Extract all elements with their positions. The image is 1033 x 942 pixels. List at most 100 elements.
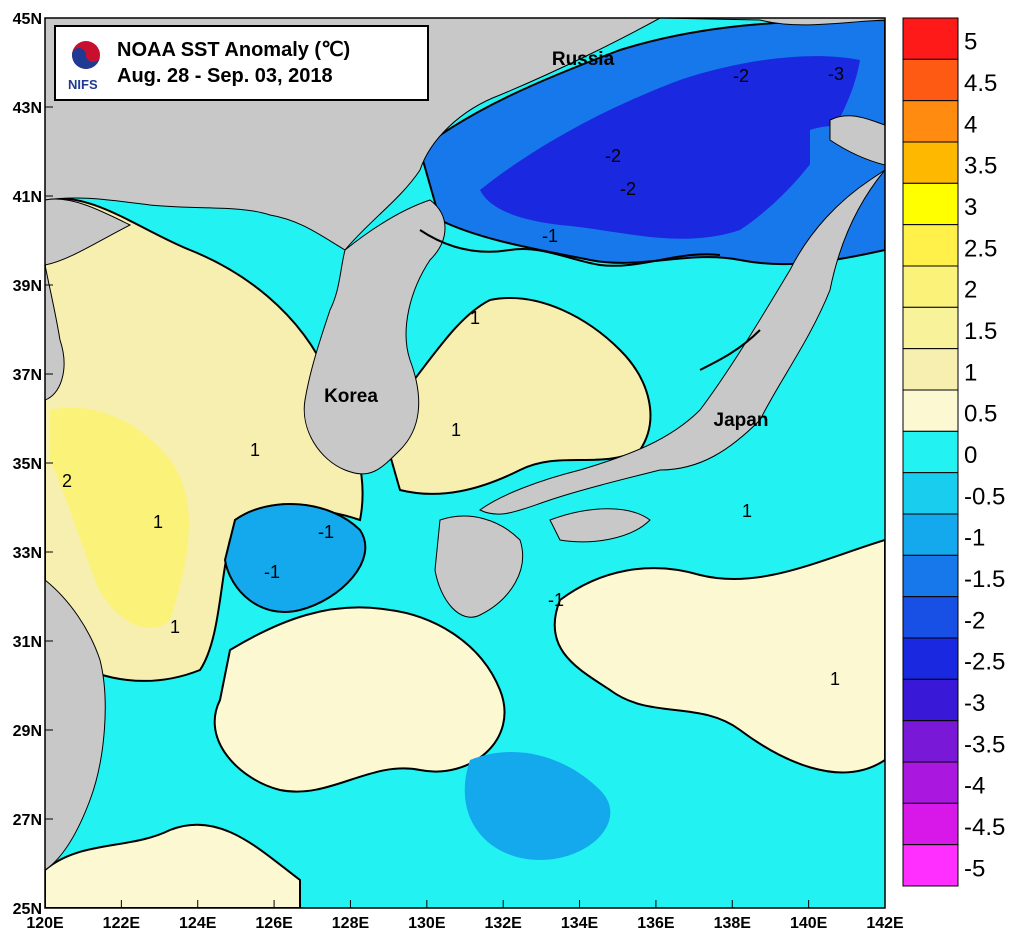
nifs-logo: NIFS [66,37,106,95]
colorbar-label: -4.5 [964,814,1005,841]
colorbar-swatch [902,58,959,102]
anomaly-region-cool-south [464,751,611,860]
colorbar-label: -0.5 [964,483,1005,510]
y-tick-label: 41N [13,189,42,206]
x-tick-label: 124E [179,915,217,932]
colorbar-swatch [902,554,959,598]
colorbar-label: 5 [964,29,977,56]
colorbar-swatch [902,761,959,804]
land-liaodong [45,198,132,266]
colorbar-swatch [902,844,959,887]
colorbar: 5 4.5 4 3.5 3 2.5 2 1.5 1 0.5 0 -0.5 -1 -1.5 -2 -2.5 -3 -… [902,17,1005,887]
contour-label: -1 [264,562,280,582]
x-tick-label: 136E [637,915,675,932]
colorbar-label: 1 [964,359,977,386]
colorbar-swatch [902,513,959,556]
colorbar-label: -2.5 [964,649,1005,676]
anomaly-region-warm-south-east [553,538,885,774]
contour-label: 2 [62,471,72,491]
y-tick-label: 35N [13,456,42,473]
x-tick-label: 128E [332,915,370,932]
colorbar-swatch [902,389,959,432]
x-tick-label: 130E [408,915,446,932]
land-japan-honshu [479,169,885,515]
contour-label: 1 [250,440,260,460]
anomaly-region-warm-core [50,407,189,628]
x-tick-label: 120E [26,915,64,932]
colorbar-label: 2 [964,277,977,304]
x-tick-label: 138E [714,915,752,932]
place-label-russia: Russia [552,49,615,70]
colorbar-swatch [902,100,959,143]
colorbar-swatch [902,678,959,722]
contour-label: -1 [542,226,558,246]
contour-label: -1 [318,522,334,542]
contour-label: -2 [733,66,749,86]
title-box: NIFS NOAA SST Anomaly (℃) Aug. 28 - Sep.… [54,25,429,101]
colorbar-label: 1.5 [964,318,997,345]
x-tick-label: 132E [484,915,522,932]
colorbar-swatch [902,637,959,680]
anomaly-region-warm-central [213,606,506,793]
x-tick-label: 140E [790,915,828,932]
x-tick-label: 142E [866,915,904,932]
y-tick-label: 25N [13,901,42,918]
land-japan-kyushu [434,515,524,618]
contour-label: -2 [620,179,636,199]
anomaly-region-very-cold [480,56,860,239]
colorbar-label: -1.5 [964,566,1005,593]
colorbar-swatch [902,17,959,60]
x-tick-label: 134E [561,915,599,932]
colorbar-label: 0 [964,442,977,469]
anomaly-region-warm-east-sea [378,297,652,495]
land-korea [303,199,446,475]
colorbar-swatch [902,596,959,639]
colorbar-label: -3 [964,690,985,717]
contour-label: 1 [742,501,752,521]
contour-label: 1 [153,512,163,532]
colorbar-swatch [902,182,959,226]
colorbar-swatch [902,141,959,184]
colorbar-label: -1 [964,525,985,552]
x-axis: 120E 122E 124E 126E 128E 130E 132E 134E 136E 138E… [26,900,904,932]
colorbar-swatch [902,720,959,763]
colorbar-swatch [902,472,959,515]
y-tick-label: 33N [13,545,42,562]
zero-contour-line [699,329,761,371]
contour-label: -1 [548,590,564,610]
y-tick-label: 45N [13,11,42,28]
colorbar-label: -4 [964,773,985,800]
land-china-east-coast [45,264,65,401]
colorbar-swatch [902,430,959,474]
place-label-korea: Korea [324,386,378,407]
colorbar-swatch [902,224,959,267]
contour-label: 1 [170,617,180,637]
zero-contour-line [419,229,721,267]
colorbar-swatch [902,306,959,350]
contour-label: -2 [605,146,621,166]
anomaly-region-warm-sw [45,823,301,908]
y-axis: 45N 43N 41N 39N 37N 35N 33N 31N 29N 27N 25N [13,11,53,918]
colorbar-label: 4 [964,111,977,138]
colorbar-label: -3.5 [964,731,1005,758]
colorbar-label: 3.5 [964,153,997,180]
logo-text: NIFS [68,77,98,92]
map-date-range: Aug. 28 - Sep. 03, 2018 [117,65,333,87]
colorbar-label: 3 [964,194,977,221]
colorbar-swatch [902,265,959,308]
contour-label: 1 [470,308,480,328]
y-tick-label: 43N [13,100,42,117]
y-tick-label: 39N [13,278,42,295]
colorbar-label: 2.5 [964,235,997,262]
colorbar-swatch [902,802,959,846]
taegeuk-icon [72,41,100,69]
y-tick-label: 37N [13,367,42,384]
colorbar-label: -2 [964,607,985,634]
x-tick-label: 126E [255,915,293,932]
contour-label: -3 [828,64,844,84]
y-tick-label: 27N [13,812,42,829]
colorbar-swatch [902,348,959,391]
colorbar-label: 4.5 [964,70,997,97]
colorbar-label: -5 [964,855,985,882]
